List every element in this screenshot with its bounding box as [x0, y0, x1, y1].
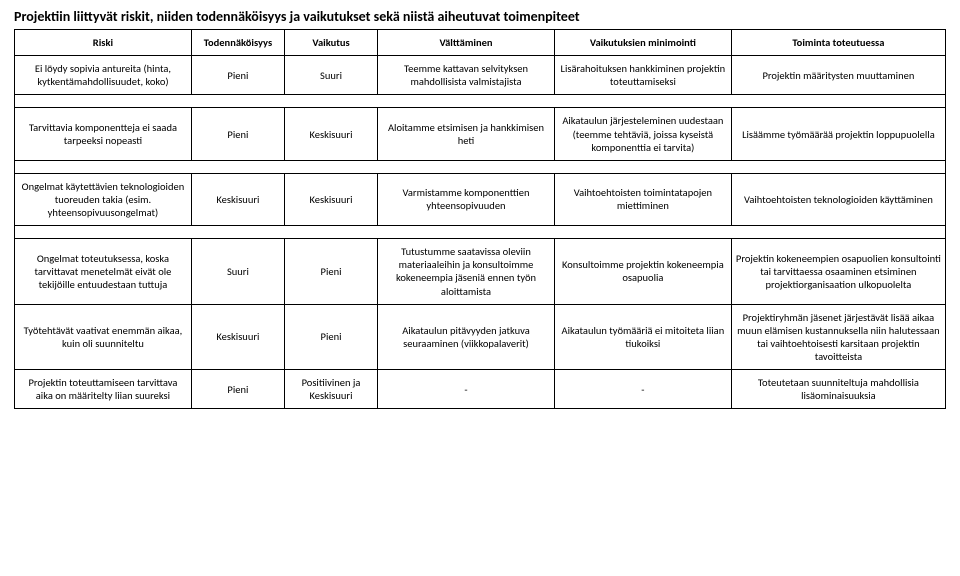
cell-todennakoisyys: Keskisuuri	[191, 173, 284, 225]
cell-minimointi: Konsultoimme projektin kokeneempia osapu…	[554, 239, 731, 305]
cell-toiminta: Projektin kokeneempien osapuolien konsul…	[731, 239, 945, 305]
cell-todennakoisyys: Pieni	[191, 108, 284, 160]
col-todennakoisyys: Todennäköisyys	[191, 30, 284, 56]
col-vaikutus: Vaikutus	[284, 30, 377, 56]
row-spacer	[15, 160, 946, 173]
table-header-row: Riski Todennäköisyys Vaikutus Välttämine…	[15, 30, 946, 56]
cell-vaikutus: Keskisuuri	[284, 173, 377, 225]
col-riski: Riski	[15, 30, 192, 56]
cell-valttaminen: Varmistamme komponenttien yhteensopivuud…	[378, 173, 555, 225]
document-title: Projektiin liittyvät riskit, niiden tode…	[14, 8, 946, 25]
cell-vaikutus: Positiivinen ja Keskisuuri	[284, 370, 377, 409]
col-valttaminen: Välttäminen	[378, 30, 555, 56]
cell-valttaminen: Teemme kattavan selvityksen mahdollisist…	[378, 56, 555, 95]
cell-vaikutus: Pieni	[284, 239, 377, 305]
cell-riski: Työtehtävät vaativat enemmän aikaa, kuin…	[15, 304, 192, 370]
row-spacer	[15, 226, 946, 239]
row-spacer	[15, 95, 946, 108]
table-row: Ei löydy sopivia antureita (hinta, kytke…	[15, 56, 946, 95]
cell-riski: Ei löydy sopivia antureita (hinta, kytke…	[15, 56, 192, 95]
risk-table: Riski Todennäköisyys Vaikutus Välttämine…	[14, 29, 946, 409]
cell-valttaminen: Aikataulun pitävyyden jatkuva seuraamine…	[378, 304, 555, 370]
table-row: Ongelmat toteutuksessa, koska tarvittava…	[15, 239, 946, 305]
cell-riski: Ongelmat käytettävien teknologioiden tuo…	[15, 173, 192, 225]
table-row: Työtehtävät vaativat enemmän aikaa, kuin…	[15, 304, 946, 370]
cell-riski: Projektin toteuttamiseen tarvittava aika…	[15, 370, 192, 409]
cell-minimointi: Lisärahoituksen hankkiminen projektin to…	[554, 56, 731, 95]
cell-toiminta: Projektin määritysten muuttaminen	[731, 56, 945, 95]
cell-riski: Tarvittavia komponentteja ei saada tarpe…	[15, 108, 192, 160]
cell-toiminta: Vaihtoehtoisten teknologioiden käyttämin…	[731, 173, 945, 225]
table-row: Projektin toteuttamiseen tarvittava aika…	[15, 370, 946, 409]
cell-minimointi: Vaihtoehtoisten toimintatapojen miettimi…	[554, 173, 731, 225]
cell-todennakoisyys: Keskisuuri	[191, 304, 284, 370]
cell-todennakoisyys: Pieni	[191, 56, 284, 95]
cell-minimointi: Aikataulun järjesteleminen uudestaan (te…	[554, 108, 731, 160]
cell-vaikutus: Keskisuuri	[284, 108, 377, 160]
cell-minimointi: -	[554, 370, 731, 409]
cell-vaikutus: Pieni	[284, 304, 377, 370]
cell-valttaminen: -	[378, 370, 555, 409]
cell-toiminta: Toteutetaan suunniteltuja mahdollisia li…	[731, 370, 945, 409]
cell-todennakoisyys: Pieni	[191, 370, 284, 409]
col-minimointi: Vaikutuksien minimointi	[554, 30, 731, 56]
cell-valttaminen: Aloitamme etsimisen ja hankkimisen heti	[378, 108, 555, 160]
cell-todennakoisyys: Suuri	[191, 239, 284, 305]
cell-vaikutus: Suuri	[284, 56, 377, 95]
cell-toiminta: Projektiryhmän jäsenet järjestävät lisää…	[731, 304, 945, 370]
col-toiminta: Toiminta toteutuessa	[731, 30, 945, 56]
cell-toiminta: Lisäämme työmäärää projektin loppupuolel…	[731, 108, 945, 160]
table-row: Tarvittavia komponentteja ei saada tarpe…	[15, 108, 946, 160]
table-row: Ongelmat käytettävien teknologioiden tuo…	[15, 173, 946, 225]
cell-valttaminen: Tutustumme saatavissa oleviin materiaale…	[378, 239, 555, 305]
cell-minimointi: Aikataulun työmääriä ei mitoiteta liian …	[554, 304, 731, 370]
cell-riski: Ongelmat toteutuksessa, koska tarvittava…	[15, 239, 192, 305]
